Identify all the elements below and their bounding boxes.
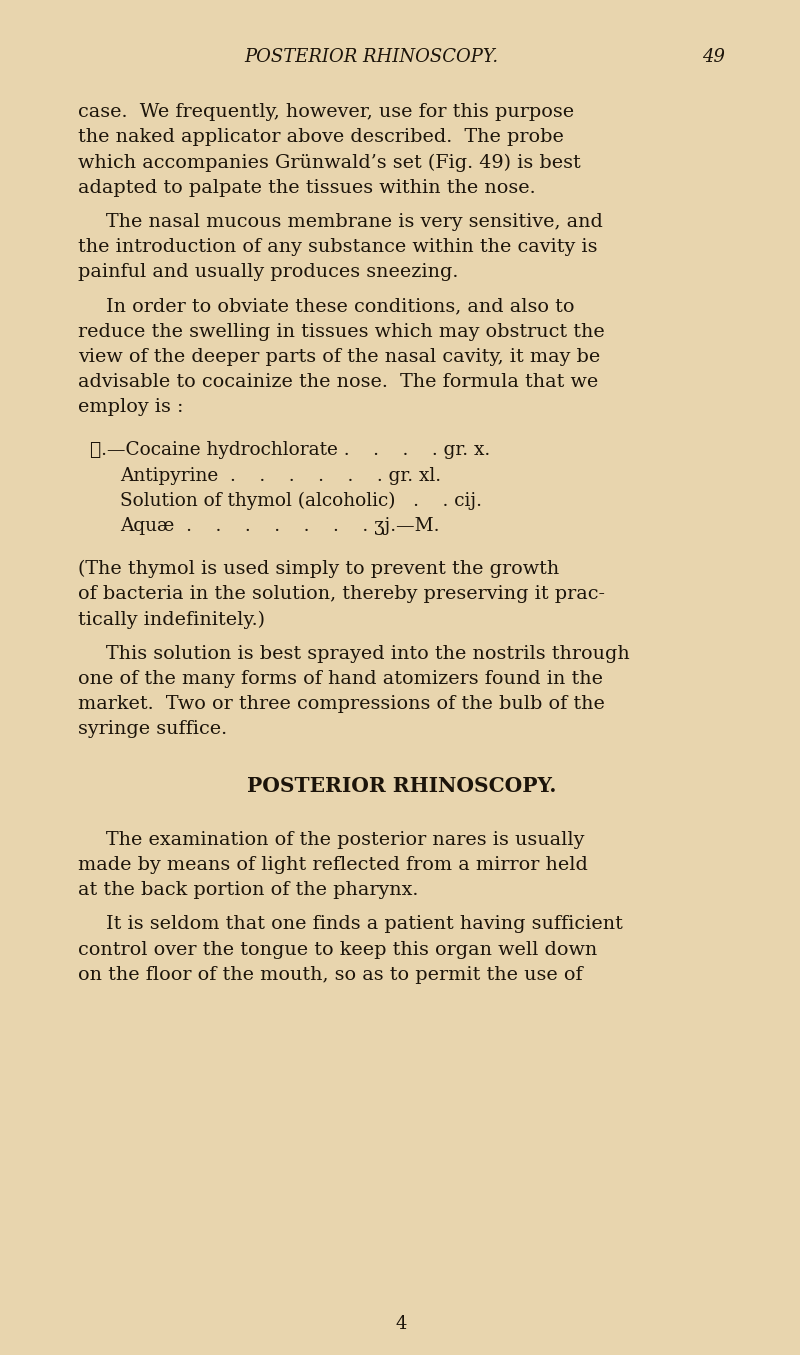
Text: Antipyrine  .    .    .    .    .    . gr. xl.: Antipyrine . . . . . . gr. xl. (120, 466, 441, 485)
Text: case.  We frequently, however, use for this purpose: case. We frequently, however, use for th… (78, 103, 574, 121)
Text: Aquæ  .    .    .    .    .    .    . ʒj.—M.: Aquæ . . . . . . . ʒj.—M. (120, 518, 439, 535)
Text: the naked applicator above described.  The probe: the naked applicator above described. Th… (78, 129, 564, 146)
Text: made by means of light reflected from a mirror held: made by means of light reflected from a … (78, 856, 588, 874)
Text: which accompanies Grünwald’s set (Fig. 49) is best: which accompanies Grünwald’s set (Fig. 4… (78, 153, 581, 172)
Text: one of the many forms of hand atomizers found in the: one of the many forms of hand atomizers … (78, 669, 603, 688)
Text: ℞.—Cocaine hydrochlorate .    .    .    . gr. x.: ℞.—Cocaine hydrochlorate . . . . gr. x. (90, 442, 490, 459)
Text: POSTERIOR RHINOSCOPY.: POSTERIOR RHINOSCOPY. (245, 47, 498, 66)
Text: of bacteria in the solution, thereby preserving it prac-: of bacteria in the solution, thereby pre… (78, 585, 605, 603)
Text: view of the deeper parts of the nasal cavity, it may be: view of the deeper parts of the nasal ca… (78, 348, 600, 366)
Text: market.  Two or three compressions of the bulb of the: market. Two or three compressions of the… (78, 695, 605, 713)
Text: tically indefinitely.): tically indefinitely.) (78, 611, 265, 629)
Text: the introduction of any substance within the cavity is: the introduction of any substance within… (78, 238, 598, 256)
Text: The examination of the posterior nares is usually: The examination of the posterior nares i… (106, 831, 584, 848)
Text: at the back portion of the pharynx.: at the back portion of the pharynx. (78, 881, 418, 900)
Text: In order to obviate these conditions, and also to: In order to obviate these conditions, an… (106, 297, 574, 316)
Text: on the floor of the mouth, so as to permit the use of: on the floor of the mouth, so as to perm… (78, 966, 582, 984)
Text: This solution is best sprayed into the nostrils through: This solution is best sprayed into the n… (106, 645, 630, 663)
Text: control over the tongue to keep this organ well down: control over the tongue to keep this org… (78, 940, 598, 958)
Text: It is seldom that one finds a patient having sufficient: It is seldom that one finds a patient ha… (106, 916, 623, 934)
Text: The nasal mucous membrane is very sensitive, and: The nasal mucous membrane is very sensit… (106, 213, 603, 230)
Text: (The thymol is used simply to prevent the growth: (The thymol is used simply to prevent th… (78, 560, 559, 579)
Text: adapted to palpate the tissues within the nose.: adapted to palpate the tissues within th… (78, 179, 536, 196)
Text: Solution of thymol (alcoholic)   .    . ⅽij.: Solution of thymol (alcoholic) . . ⅽij. (120, 492, 482, 509)
Text: 49: 49 (702, 47, 725, 66)
Text: painful and usually produces sneezing.: painful and usually produces sneezing. (78, 263, 458, 282)
Text: 4: 4 (396, 1314, 407, 1333)
Text: employ is :: employ is : (78, 398, 183, 416)
Text: syringe suffice.: syringe suffice. (78, 721, 227, 738)
Text: POSTERIOR RHINOSCOPY.: POSTERIOR RHINOSCOPY. (247, 775, 556, 795)
Text: reduce the swelling in tissues which may obstruct the: reduce the swelling in tissues which may… (78, 322, 605, 340)
Text: advisable to cocainize the nose.  The formula that we: advisable to cocainize the nose. The for… (78, 373, 598, 392)
